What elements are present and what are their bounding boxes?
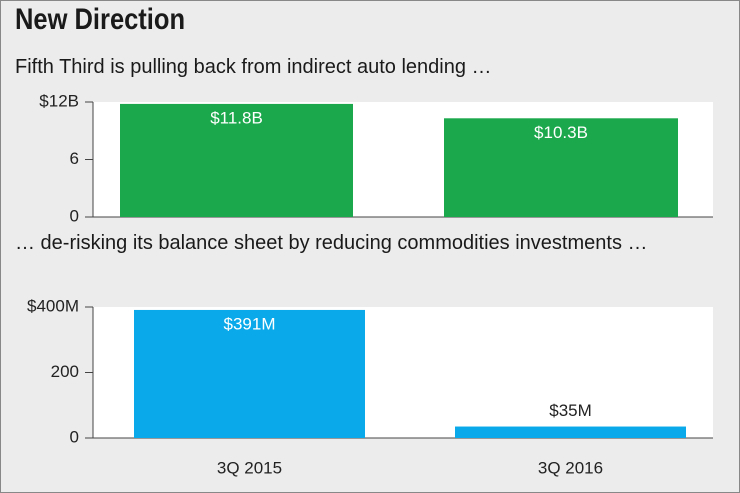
y-tick-label: $400M [27, 296, 79, 315]
y-tick-label: 0 [70, 427, 79, 446]
bar [120, 103, 353, 217]
value-label: $391M [224, 314, 276, 333]
subtitle: Fifth Third is pulling back from indirec… [15, 56, 492, 78]
subtitle: … de-risking its balance sheet by reduci… [15, 232, 648, 254]
title: New Direction [15, 3, 186, 36]
value-label: $10.3B [534, 123, 588, 142]
bar [134, 309, 365, 438]
x-tick-label: 3Q 2016 [538, 458, 603, 477]
y-tick-label: 0 [70, 206, 79, 225]
y-tick-label: 200 [51, 362, 79, 381]
value-label: $11.8B [210, 108, 263, 127]
y-tick-label: $12B [39, 91, 79, 110]
x-tick-label: 3Q 2015 [217, 458, 282, 477]
value-label: $35M [549, 401, 592, 420]
bar [444, 118, 678, 217]
bar [455, 426, 686, 438]
y-tick-label: 6 [70, 149, 79, 168]
